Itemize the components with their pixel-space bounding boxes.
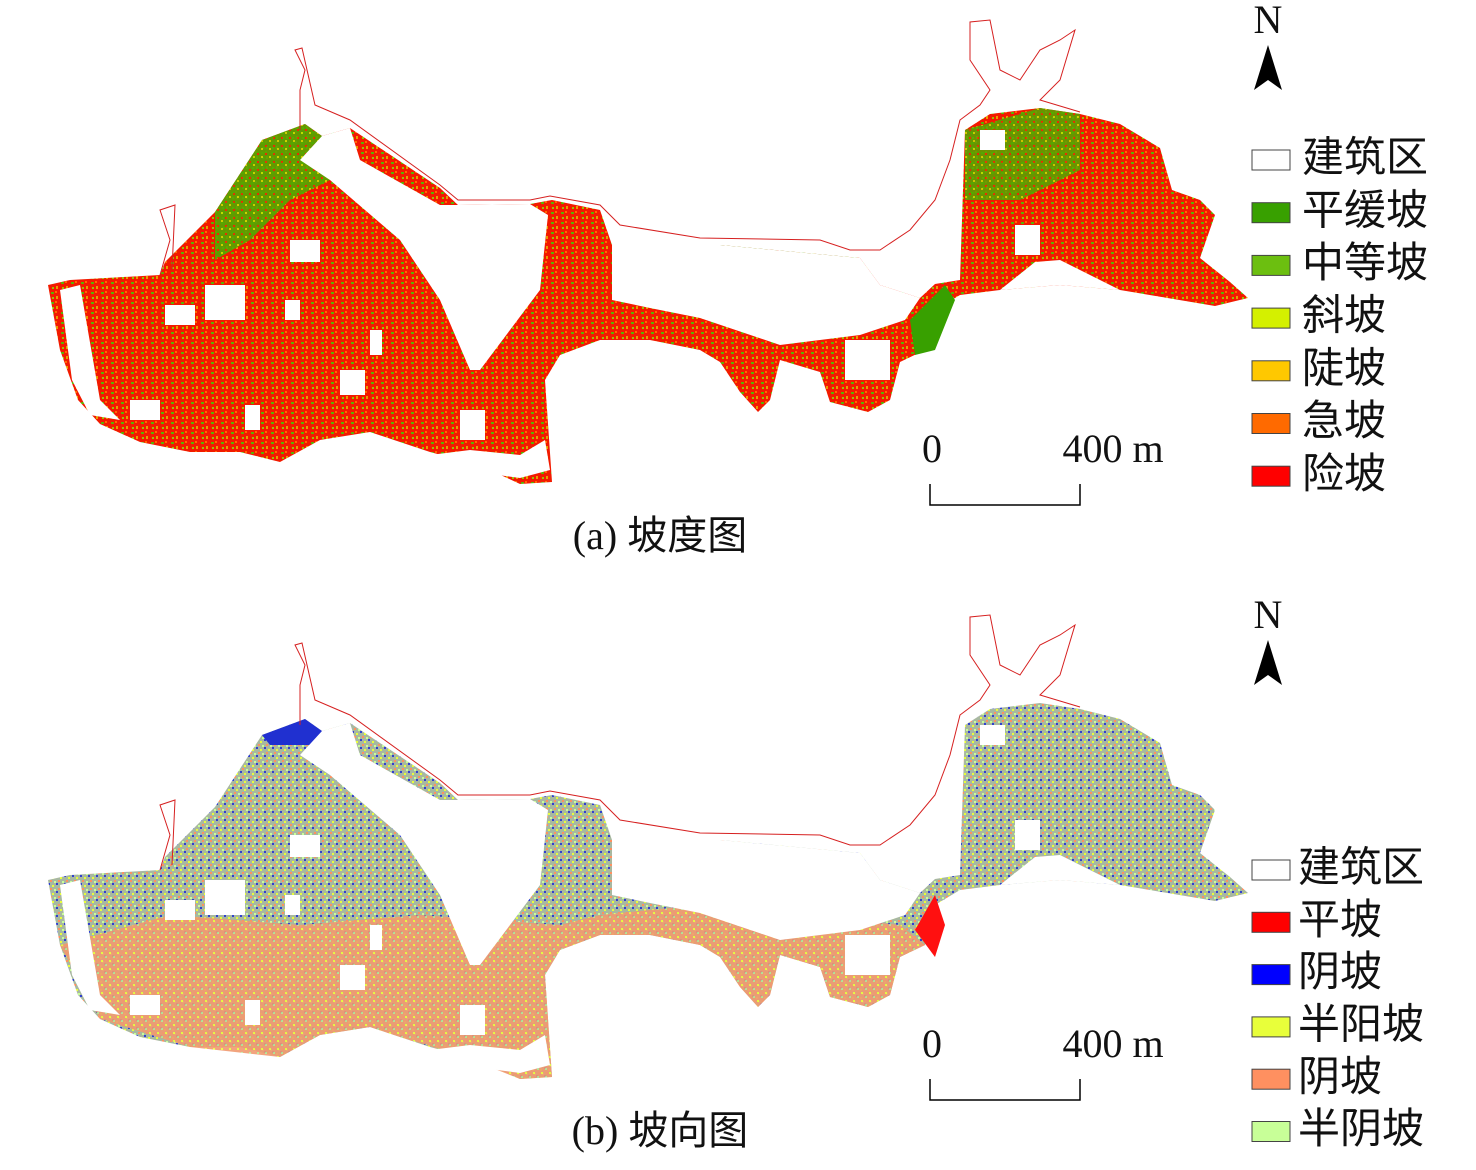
map-zone (262, 719, 322, 745)
legend-swatch (1251, 1121, 1291, 1142)
legend-swatch (1251, 413, 1291, 434)
legend-swatch (1251, 307, 1291, 329)
legend-label: 半阳坡 (1298, 1003, 1424, 1049)
legend-label: 建筑区 (1302, 136, 1428, 182)
north-arrow (1254, 640, 1282, 685)
scale-start: 0 (922, 1021, 942, 1066)
legend-label: 中等坡 (1302, 241, 1428, 287)
legend-label: 建筑区 (1298, 846, 1424, 892)
legend-swatch (1251, 465, 1291, 487)
caption: (a) 坡度图 (573, 513, 747, 558)
legend-swatch (1251, 360, 1291, 382)
legend-label: 半阴坡 (1298, 1107, 1424, 1153)
legend-swatch (1251, 1016, 1291, 1038)
map-zone (915, 895, 945, 957)
legend-swatch (1251, 254, 1291, 276)
legend-label: 平缓坡 (1302, 188, 1428, 234)
caption: (b) 坡向图 (572, 1108, 749, 1153)
scale-bar (929, 484, 1081, 506)
legend-label: 平坡 (1298, 898, 1382, 944)
legend-swatch (1251, 1068, 1291, 1090)
legend-swatch (1251, 149, 1291, 171)
legend-label: 急坡 (1302, 399, 1386, 445)
scale-start: 0 (922, 426, 942, 471)
legend-label: 陡坡 (1302, 346, 1386, 392)
legend-swatch (1251, 911, 1291, 933)
north-arrow (1254, 45, 1282, 90)
map-zone (60, 905, 925, 1079)
legend-swatch (1251, 964, 1291, 986)
scale-end: 400 m (1062, 426, 1163, 471)
legend-label: 阴坡 (1298, 950, 1382, 996)
map-zone (215, 124, 330, 260)
legend-label: 险坡 (1302, 451, 1386, 498)
legend-label: 斜坡 (1302, 294, 1386, 340)
legend-label: 阴坡 (1298, 1055, 1382, 1101)
legend-swatch (1251, 202, 1291, 224)
scale-bar (929, 1079, 1081, 1101)
map-zone (910, 285, 955, 355)
scale-end: 400 m (1062, 1021, 1163, 1066)
north-label: N (1254, 592, 1283, 637)
north-label: N (1254, 0, 1283, 42)
legend-swatch (1251, 859, 1291, 881)
